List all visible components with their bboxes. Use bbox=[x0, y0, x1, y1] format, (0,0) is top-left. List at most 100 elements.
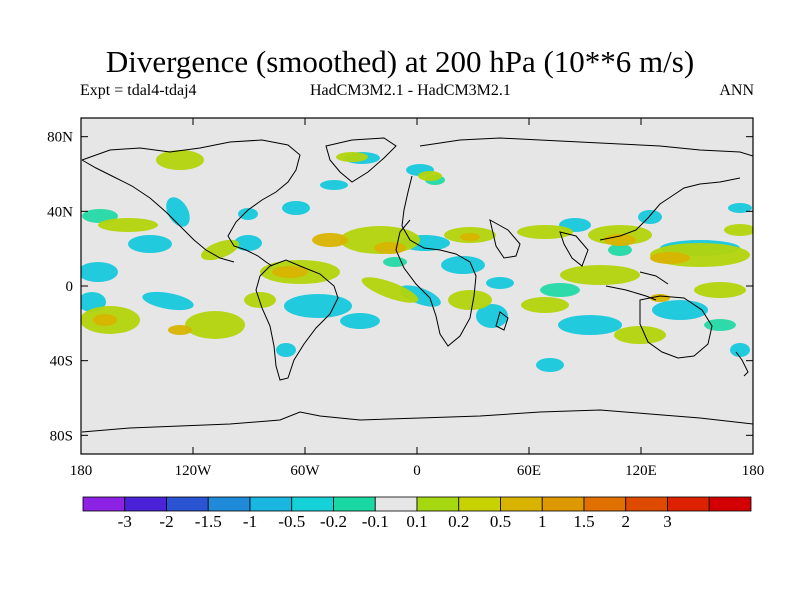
contour-region bbox=[168, 325, 192, 335]
colorbar: -3 -2 -1.5 -1 -0.5 -0.2 -0.1 0.1 0.2 0.5 1 1.5 2 3 bbox=[82, 496, 752, 531]
colorbar-label: 1.5 bbox=[573, 512, 594, 531]
contour-region bbox=[361, 277, 419, 303]
lon-tick-label: 120W bbox=[175, 463, 213, 479]
coast-australia bbox=[639, 295, 713, 359]
contour-region bbox=[244, 292, 276, 308]
lon-tick-label: 180 bbox=[742, 463, 765, 479]
contour-region bbox=[383, 257, 407, 267]
coast-eurasia bbox=[419, 137, 753, 157]
colorbar-swatch bbox=[374, 496, 418, 512]
contour-region bbox=[238, 208, 258, 220]
coast-antarctica bbox=[81, 409, 753, 433]
contour-region bbox=[517, 225, 573, 239]
colorbar-label: 0.2 bbox=[448, 512, 469, 531]
colorbar-label: -0.1 bbox=[362, 512, 389, 531]
colorbar-swatch bbox=[291, 496, 334, 512]
contour-region bbox=[340, 313, 380, 329]
colorbar-swatch bbox=[249, 496, 293, 512]
lon-tick-label: 60W bbox=[290, 463, 320, 479]
contour-region bbox=[312, 233, 348, 247]
contour-region bbox=[614, 326, 666, 344]
colorbar-label: -1 bbox=[243, 512, 257, 531]
contour-region bbox=[142, 291, 194, 311]
contour-region bbox=[418, 171, 442, 181]
coast-greenland bbox=[325, 137, 397, 183]
contour-region bbox=[93, 314, 117, 326]
colorbar-label: 0.5 bbox=[490, 512, 511, 531]
contour-region bbox=[82, 209, 118, 223]
colorbar-swatch bbox=[708, 496, 752, 512]
experiment-label: Expt = tdal4-tdaj4 bbox=[80, 82, 197, 99]
contour-region bbox=[486, 277, 514, 289]
coast-north-america bbox=[81, 139, 301, 267]
colorbar-label: 1 bbox=[538, 512, 547, 531]
colorbar-swatch bbox=[124, 496, 167, 512]
contour-region bbox=[521, 297, 569, 313]
colorbar-swatch bbox=[541, 496, 585, 512]
colorbar-label: -3 bbox=[118, 512, 132, 531]
contour-region bbox=[730, 343, 750, 357]
lat-tick-label: 0 bbox=[66, 279, 74, 295]
lon-tick-label: 180 bbox=[70, 463, 93, 479]
contour-region bbox=[650, 252, 690, 264]
contour-region bbox=[284, 294, 352, 318]
lon-tick-label: 60E bbox=[517, 463, 541, 479]
coast-europe-africa bbox=[395, 175, 477, 347]
contour-region bbox=[724, 224, 753, 236]
colorbar-swatch bbox=[166, 496, 209, 512]
lat-tick-label: 80S bbox=[50, 428, 73, 444]
contour-region bbox=[652, 300, 708, 320]
lat-tick-label: 40N bbox=[47, 204, 73, 220]
divergence-field bbox=[81, 150, 753, 372]
colorbar-label: 3 bbox=[663, 512, 672, 531]
colorbar-swatch bbox=[333, 496, 376, 512]
contour-region bbox=[320, 180, 348, 190]
colorbar-label: 2 bbox=[622, 512, 631, 531]
coast-south-america bbox=[255, 259, 339, 381]
contour-region bbox=[374, 242, 406, 254]
colorbar-swatch bbox=[500, 496, 543, 512]
contour-region bbox=[272, 266, 308, 278]
contour-region bbox=[156, 150, 204, 170]
colorbar-swatch bbox=[207, 496, 251, 512]
colorbar-label: -0.2 bbox=[320, 512, 347, 531]
lon-tick-label: 120E bbox=[625, 463, 657, 479]
colorbar-label: -1.5 bbox=[195, 512, 222, 531]
colorbar-swatch bbox=[625, 496, 668, 512]
colorbar-swatch bbox=[82, 496, 126, 512]
contour-region bbox=[608, 244, 632, 256]
lat-tick-label: 80N bbox=[47, 130, 73, 146]
contour-weak-negative bbox=[82, 175, 736, 331]
page-title: Divergence (smoothed) at 200 hPa (10**6 … bbox=[105, 44, 695, 79]
contour-region bbox=[476, 304, 508, 328]
coastlines bbox=[81, 137, 753, 433]
coast-east-asia bbox=[599, 177, 741, 241]
axis-ticks: 80N 40N 0 40S 80S 180 120W 60W 0 60E 120E 180 bbox=[47, 118, 764, 479]
contour-region bbox=[128, 235, 172, 253]
contour-region bbox=[558, 315, 622, 335]
contour-region bbox=[166, 197, 190, 227]
contour-region bbox=[441, 256, 485, 274]
contour-region bbox=[276, 343, 296, 357]
contour-region bbox=[201, 239, 239, 261]
colorbar-label: 0.1 bbox=[406, 512, 427, 531]
contour-region bbox=[728, 203, 752, 213]
colorbar-label: -2 bbox=[159, 512, 173, 531]
contour-region bbox=[185, 311, 245, 339]
colorbar-swatch bbox=[667, 496, 710, 512]
contour-region bbox=[540, 283, 580, 297]
contour-region bbox=[694, 282, 746, 298]
lat-tick-label: 40S bbox=[50, 354, 73, 370]
coast-new-zealand bbox=[735, 351, 749, 377]
colorbar-swatch bbox=[458, 496, 501, 512]
contour-region bbox=[560, 265, 640, 285]
lon-tick-label: 0 bbox=[413, 463, 421, 479]
season-label: ANN bbox=[719, 82, 754, 99]
contour-region bbox=[448, 290, 492, 310]
contour-region bbox=[98, 218, 158, 232]
colorbar-label: -0.5 bbox=[278, 512, 305, 531]
colorbar-swatch bbox=[583, 496, 627, 512]
contour-region bbox=[234, 235, 262, 251]
colorbar-swatch bbox=[416, 496, 460, 512]
